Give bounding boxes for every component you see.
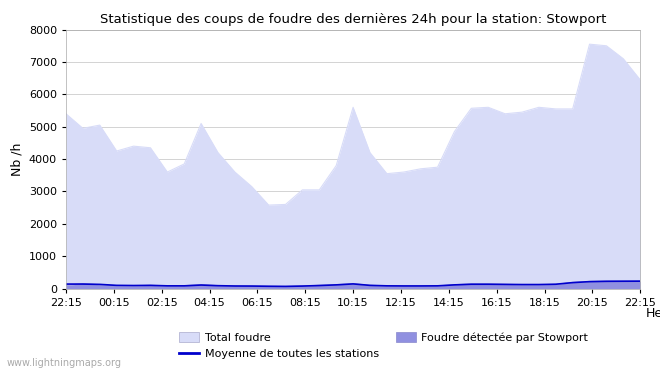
- Title: Statistique des coups de foudre des dernières 24h pour la station: Stowport: Statistique des coups de foudre des dern…: [100, 13, 607, 26]
- Legend: Total foudre, Moyenne de toutes les stations, Foudre détectée par Stowport: Total foudre, Moyenne de toutes les stat…: [175, 328, 593, 363]
- Y-axis label: Nb /h: Nb /h: [11, 142, 23, 176]
- Text: Heure: Heure: [646, 307, 660, 320]
- Text: www.lightningmaps.org: www.lightningmaps.org: [7, 358, 121, 368]
